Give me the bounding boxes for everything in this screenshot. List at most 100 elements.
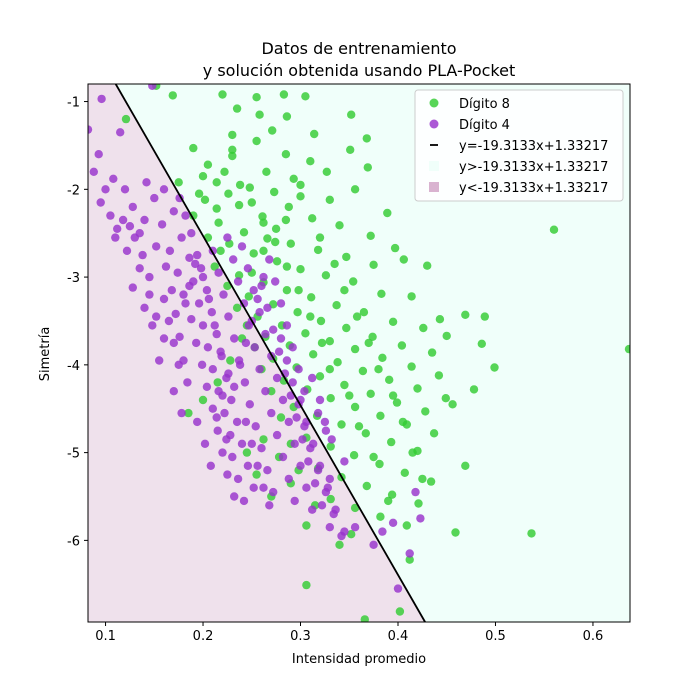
- point-digit8: [435, 315, 445, 324]
- point-digit4: [194, 299, 204, 308]
- point-digit8: [374, 365, 383, 374]
- point-digit8: [259, 435, 268, 444]
- chart-title-line1: Datos de entrenamiento: [261, 39, 456, 58]
- region-above: [115, 84, 631, 622]
- point-digit4: [198, 272, 208, 282]
- point-digit4: [165, 246, 175, 255]
- legend-marker: [429, 119, 439, 129]
- legend-label: y>-19.3133x+1.33217: [459, 160, 608, 175]
- point-digit4: [255, 365, 264, 374]
- point-digit4: [388, 518, 398, 527]
- point-digit8: [326, 442, 335, 451]
- point-digit4: [148, 84, 157, 90]
- point-digit8: [286, 239, 295, 248]
- point-digit4: [125, 222, 135, 231]
- point-digit8: [267, 387, 276, 396]
- point-digit8: [426, 477, 436, 486]
- legend-label: Dígito 4: [459, 118, 510, 133]
- point-digit8: [313, 245, 323, 255]
- point-digit4: [411, 487, 420, 497]
- point-digit4: [191, 259, 200, 269]
- point-digit8: [284, 202, 293, 212]
- point-digit4: [284, 417, 293, 427]
- point-digit8: [198, 172, 208, 181]
- point-digit4: [278, 452, 288, 462]
- y-tick-label: -1: [67, 96, 80, 111]
- point-digit4: [224, 312, 233, 321]
- point-digit4: [210, 321, 219, 330]
- point-digit4: [222, 435, 231, 444]
- point-digit4: [263, 303, 272, 312]
- point-digit8: [289, 174, 298, 183]
- point-digit8: [407, 292, 416, 301]
- point-digit8: [441, 394, 450, 403]
- point-digit4: [302, 483, 311, 492]
- point-digit4: [220, 408, 229, 418]
- point-digit8: [168, 91, 177, 100]
- point-digit4: [269, 325, 278, 334]
- point-digit8: [335, 221, 344, 230]
- decision-boundary: [114, 83, 426, 623]
- point-digit8: [232, 104, 242, 113]
- point-digit4: [257, 444, 266, 453]
- point-digit8: [377, 289, 386, 298]
- point-digit8: [362, 134, 371, 143]
- point-digit8: [330, 259, 339, 269]
- point-digit8: [387, 490, 397, 499]
- point-digit4: [276, 299, 286, 308]
- point-digit8: [418, 474, 427, 484]
- point-digit4: [239, 496, 249, 506]
- point-digit4: [155, 356, 164, 365]
- point-digit4: [253, 294, 262, 304]
- point-digit8: [228, 145, 237, 154]
- point-digit8: [235, 180, 245, 190]
- point-digit8: [315, 372, 325, 381]
- chart-title-line2: y solución obtenida usando PLA-Pocket: [203, 61, 515, 80]
- point-digit4: [183, 378, 192, 387]
- point-digit4: [300, 387, 309, 396]
- point-digit8: [358, 366, 368, 376]
- point-digit8: [282, 262, 292, 271]
- point-digit4: [135, 229, 144, 238]
- point-digit4: [416, 514, 425, 523]
- point-digit8: [309, 350, 318, 359]
- point-digit4: [261, 387, 270, 396]
- point-digit4: [212, 329, 221, 339]
- point-digit8: [342, 323, 351, 333]
- point-digit4: [223, 470, 232, 479]
- x-axis-ticks: 0.1 0.2 0.3 0.4 0.5 0.6: [95, 622, 603, 644]
- point-digit8: [349, 277, 358, 286]
- point-digit4: [237, 439, 247, 448]
- point-digit8: [268, 126, 277, 135]
- point-digit4: [308, 373, 317, 383]
- point-digit8: [218, 90, 227, 99]
- legend-marker: [429, 161, 439, 171]
- point-digit8: [395, 607, 405, 616]
- legend-box: [414, 89, 624, 202]
- point-digit4: [164, 316, 174, 326]
- point-digit8: [378, 353, 387, 362]
- point-digit4: [227, 395, 236, 405]
- point-digit4: [181, 299, 190, 308]
- point-digit4: [308, 505, 317, 514]
- point-digit8: [366, 389, 375, 398]
- point-digit8: [350, 402, 360, 412]
- point-digit8: [376, 411, 385, 420]
- x-tick-label: 0.2: [193, 629, 214, 644]
- point-digit8: [310, 129, 319, 139]
- point-digit8: [121, 114, 131, 124]
- point-digit8: [296, 192, 305, 201]
- point-digit8: [302, 521, 311, 530]
- point-digit8: [332, 301, 341, 310]
- point-digit4: [152, 242, 161, 251]
- point-digit8: [325, 337, 334, 346]
- x-tick-label: 0.6: [583, 629, 604, 644]
- point-digit8: [325, 195, 334, 204]
- point-digit8: [624, 344, 630, 354]
- point-digit4: [265, 255, 274, 264]
- point-digit4: [340, 527, 349, 536]
- point-digit8: [281, 150, 291, 159]
- y-tick-label: -2: [67, 183, 80, 198]
- point-digit4: [204, 294, 214, 304]
- point-digit4: [249, 483, 258, 492]
